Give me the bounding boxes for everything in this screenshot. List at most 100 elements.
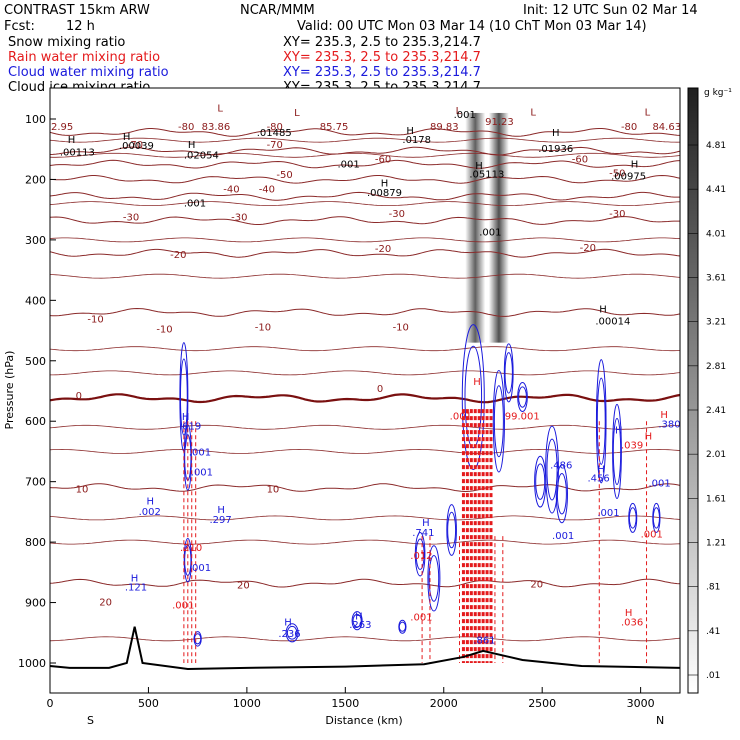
- cloud-contour: [493, 385, 504, 458]
- rain-water-contours: [183, 409, 648, 663]
- x-axis: 0 500 1000 1500 2000 2500 3000: [47, 687, 655, 710]
- extremum-label: L: [530, 107, 536, 118]
- value-label: .001: [191, 468, 213, 479]
- value-label: .05113: [469, 170, 504, 181]
- isotherm-label: -20: [580, 243, 596, 254]
- colorbar-label: 1.61: [706, 494, 726, 504]
- cloud-contour: [427, 545, 441, 612]
- extremum-label: H: [625, 608, 633, 619]
- isotherm-label: 10: [76, 485, 89, 496]
- isotherm-0: [49, 393, 681, 404]
- isotherm-label: -30: [123, 213, 139, 224]
- isotherm-label: -20: [375, 244, 391, 255]
- colorbar-label: 3.61: [706, 274, 726, 284]
- terrain-surface: [49, 626, 681, 671]
- isotherm-label: -10: [87, 315, 103, 326]
- isotherm-line: [49, 346, 681, 352]
- x-tick-label: 500: [138, 697, 159, 710]
- extremum-label: H: [597, 465, 605, 476]
- y-tick-label: 300: [25, 234, 46, 247]
- cloud-contour: [464, 345, 483, 449]
- extremum-label: L: [456, 106, 462, 117]
- isotherm--50: [49, 174, 681, 184]
- isotherm-line: [49, 201, 681, 206]
- y-tick-label: 500: [25, 355, 46, 368]
- y-axis: 100 200 300 400 500 600 700 800 900 1000: [18, 113, 56, 670]
- value-label: .001: [649, 479, 671, 490]
- isotherm-line: [49, 448, 681, 454]
- field-xy: XY= 235.3, 2.5 to 235.3,214.7: [283, 50, 481, 65]
- value-label: 83.86: [202, 122, 231, 133]
- x-tick-label: 2000: [430, 697, 458, 710]
- cloud-contour: [415, 538, 425, 570]
- value-label: .619: [179, 422, 201, 433]
- colorbar-label: 2.01: [706, 450, 726, 460]
- isotherm-20: [49, 578, 681, 588]
- y-tick-label: 600: [25, 415, 46, 428]
- value-label: .001: [454, 110, 476, 121]
- value-label: 84.63: [652, 122, 681, 133]
- value-label: .001: [172, 601, 194, 612]
- field-name: Snow mixing ratio: [8, 35, 125, 50]
- value-label: .012: [410, 551, 432, 562]
- extremum-label: H: [123, 132, 131, 143]
- value-label: 85.75: [320, 122, 349, 133]
- colorbar-label: 4.81: [706, 141, 726, 151]
- colorbar-ticks: .01 .41 .81 1.21 1.61 2.01 2.41 2.81 3.21 3.61 4.0…: [688, 141, 726, 681]
- init-time: Init: 12 UTC Sun 02 Mar 14: [523, 3, 698, 18]
- value-label: .210: [180, 543, 202, 554]
- cloud-contour: [556, 472, 567, 515]
- colorbar-label: 3.21: [706, 318, 726, 328]
- isotherm-label: -80: [621, 122, 637, 133]
- isotherm-label: -40: [223, 185, 239, 196]
- cloud-contour: [492, 369, 505, 473]
- value-label: .001: [597, 508, 619, 519]
- cloud-contour: [628, 507, 637, 529]
- terrain-line: [49, 626, 681, 671]
- extremum-label: H: [473, 377, 481, 388]
- cloud-contour: [612, 403, 622, 500]
- value-label: 89.83: [430, 122, 459, 133]
- x-tick-label: 3000: [627, 697, 655, 710]
- field-name: Cloud water mixing ratio: [8, 65, 169, 80]
- snow-column: [488, 112, 509, 343]
- cloud-contour: [461, 324, 485, 471]
- extremum-label: L: [294, 108, 300, 119]
- cloud-contour: [518, 386, 527, 408]
- extremum-label: H: [422, 518, 430, 529]
- value-label: .001: [479, 228, 501, 239]
- value-label: .001: [184, 199, 206, 210]
- extremum-label: L: [217, 104, 223, 115]
- isotherm-line: [49, 515, 681, 521]
- value-label: .039: [621, 440, 643, 451]
- cloud-contour: [504, 352, 513, 394]
- cloud-contour: [194, 633, 202, 645]
- isotherm-line: [49, 237, 681, 243]
- isotherm-label: -70: [127, 140, 143, 151]
- cloud-contour: [612, 417, 622, 485]
- cloud-contour: [595, 359, 607, 484]
- cloud-contour: [446, 504, 457, 556]
- cloud-contour: [503, 343, 514, 403]
- x-tick-label: 0: [47, 697, 54, 710]
- extremum-label: H: [146, 497, 154, 508]
- extremum-label: H: [660, 410, 668, 421]
- value-label: .00975: [611, 171, 646, 182]
- x-axis-label: Distance (km): [325, 714, 402, 727]
- colorbar-label: 2.81: [706, 362, 726, 372]
- cloud-contour: [352, 613, 362, 628]
- extremum-label: H: [615, 425, 623, 436]
- isotherm--10: [49, 307, 681, 317]
- isotherm-label: -30: [389, 209, 405, 220]
- extremum-label: H: [645, 431, 653, 442]
- extremum-label: L: [645, 107, 651, 118]
- y-axis-label: Pressure (hPa): [3, 351, 16, 430]
- isotherm-label: -30: [231, 213, 247, 224]
- value-label: .456: [587, 474, 609, 485]
- y-tick-label: 400: [25, 294, 46, 307]
- colorbar-label: 2.41: [706, 406, 726, 416]
- value-label: .001: [552, 531, 574, 542]
- isotherm-label: -40: [259, 185, 275, 196]
- colorbar-label: 4.01: [706, 229, 726, 239]
